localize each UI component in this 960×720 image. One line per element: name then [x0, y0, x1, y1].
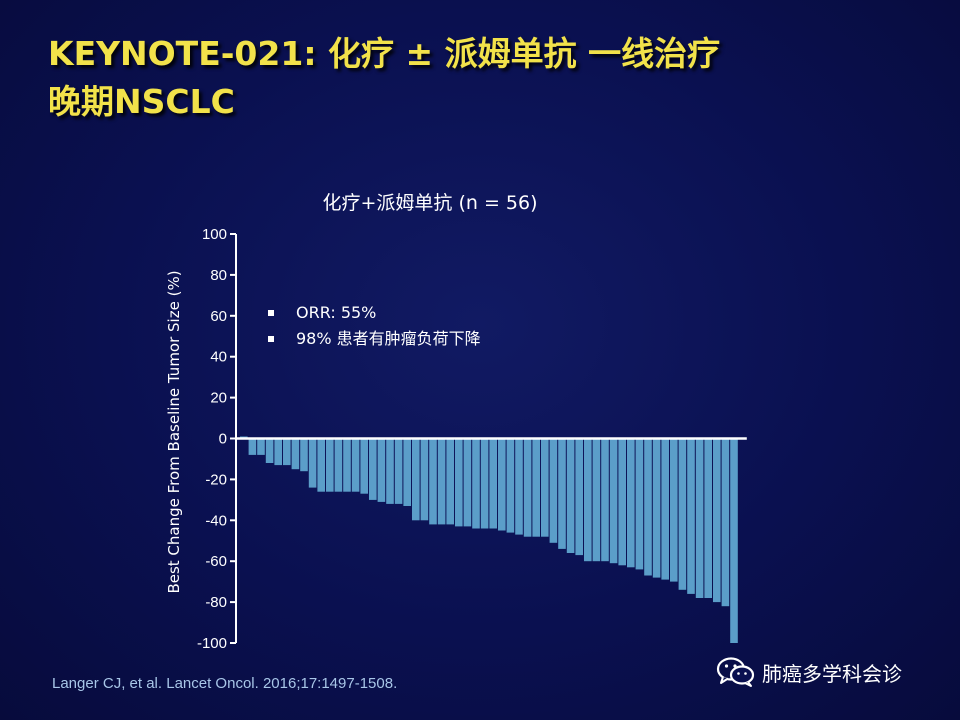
results-bullets: ORR: 55% 98% 患者有肿瘤负荷下降 [268, 300, 481, 352]
bullet-square-icon [268, 336, 274, 342]
bar-36 [541, 438, 549, 537]
bar-57 [721, 438, 730, 607]
bar-53 [687, 438, 695, 594]
bar-48 [644, 438, 652, 576]
bar-3 [257, 438, 265, 455]
slide-title: KEYNOTE-021: 化疗 ± 派姆单抗 一线治疗 晚期NSCLC [48, 30, 928, 126]
citation: Langer CJ, et al. Lancet Oncol. 2016;17:… [52, 675, 398, 692]
bar-38 [558, 438, 566, 549]
bullet-tumor-reduction: 98% 患者有肿瘤负荷下降 [268, 326, 481, 352]
bar-42 [592, 438, 601, 562]
y-tick-label-20: 20 [210, 390, 227, 407]
bar-25 [446, 438, 454, 525]
y-tick-label-60: 60 [210, 308, 227, 325]
title-line-1: KEYNOTE-021: 化疗 ± 派姆单抗 一线治疗 [48, 34, 721, 73]
bar-19 [394, 438, 403, 504]
bar-31 [498, 438, 506, 531]
bar-50 [661, 438, 669, 580]
bar-9 [308, 438, 317, 488]
y-tick-label-40: 40 [210, 349, 227, 366]
title-line-2: 晚期NSCLC [48, 82, 235, 121]
y-tick-label--60: -60 [205, 553, 227, 570]
bar-18 [386, 438, 394, 504]
bar-47 [635, 438, 644, 570]
bar-5 [274, 438, 282, 466]
y-axis-label: Best Change From Baseline Tumor Size (%) [165, 270, 183, 594]
bar-41 [584, 438, 592, 562]
bar-10 [317, 438, 325, 492]
bar-4 [265, 438, 274, 463]
bar-45 [618, 438, 626, 566]
bar-17 [377, 438, 386, 502]
bar-20 [403, 438, 411, 506]
y-tick-label--20: -20 [205, 471, 227, 488]
bar-23 [429, 438, 437, 525]
bar-40 [575, 438, 583, 556]
bullet-orr: ORR: 55% [268, 300, 481, 326]
bar-54 [695, 438, 704, 598]
bar-49 [652, 438, 661, 578]
bar-58 [730, 438, 738, 643]
bar-11 [326, 438, 334, 492]
bar-7 [291, 438, 300, 470]
bar-44 [609, 438, 618, 564]
bullet-tumor-reduction-text: 98% 患者有肿瘤负荷下降 [296, 329, 481, 348]
bar-46 [627, 438, 635, 568]
bar-21 [412, 438, 420, 521]
y-tick-label--80: -80 [205, 594, 227, 611]
bar-16 [369, 438, 377, 500]
bar-51 [670, 438, 678, 582]
bar-6 [283, 438, 291, 466]
watermark: 肺癌多学科会诊 [716, 656, 902, 688]
bar-26 [455, 438, 463, 527]
bar-12 [334, 438, 343, 492]
bar-37 [549, 438, 558, 543]
y-tick-label-80: 80 [210, 267, 227, 284]
watermark-text: 肺癌多学科会诊 [762, 661, 902, 686]
bar-8 [300, 438, 308, 472]
bar-35 [532, 438, 540, 537]
bar-13 [343, 438, 351, 492]
bullet-orr-text: ORR: 55% [296, 303, 377, 322]
bar-28 [472, 438, 480, 529]
bar-55 [704, 438, 712, 598]
bullet-square-icon [268, 310, 274, 316]
bar-15 [360, 438, 368, 494]
y-tick-label-0: 0 [219, 431, 227, 448]
bar-39 [566, 438, 575, 553]
bar-29 [480, 438, 489, 529]
bar-27 [463, 438, 472, 527]
bar-43 [601, 438, 609, 562]
bar-24 [437, 438, 446, 525]
y-tick-label--40: -40 [205, 512, 227, 529]
bar-30 [489, 438, 497, 529]
bar-56 [713, 438, 721, 603]
bar-22 [420, 438, 429, 521]
y-tick-label-100: 100 [202, 226, 227, 243]
bar-32 [506, 438, 515, 533]
chart-title: 化疗+派姆单抗 (n = 56) [322, 192, 538, 214]
wechat-icon [716, 657, 755, 687]
bar-34 [523, 438, 532, 537]
bar-2 [248, 438, 257, 455]
y-tick-label--100: -100 [197, 635, 227, 652]
bar-52 [678, 438, 687, 590]
bar-33 [515, 438, 523, 535]
bar-14 [351, 438, 360, 492]
